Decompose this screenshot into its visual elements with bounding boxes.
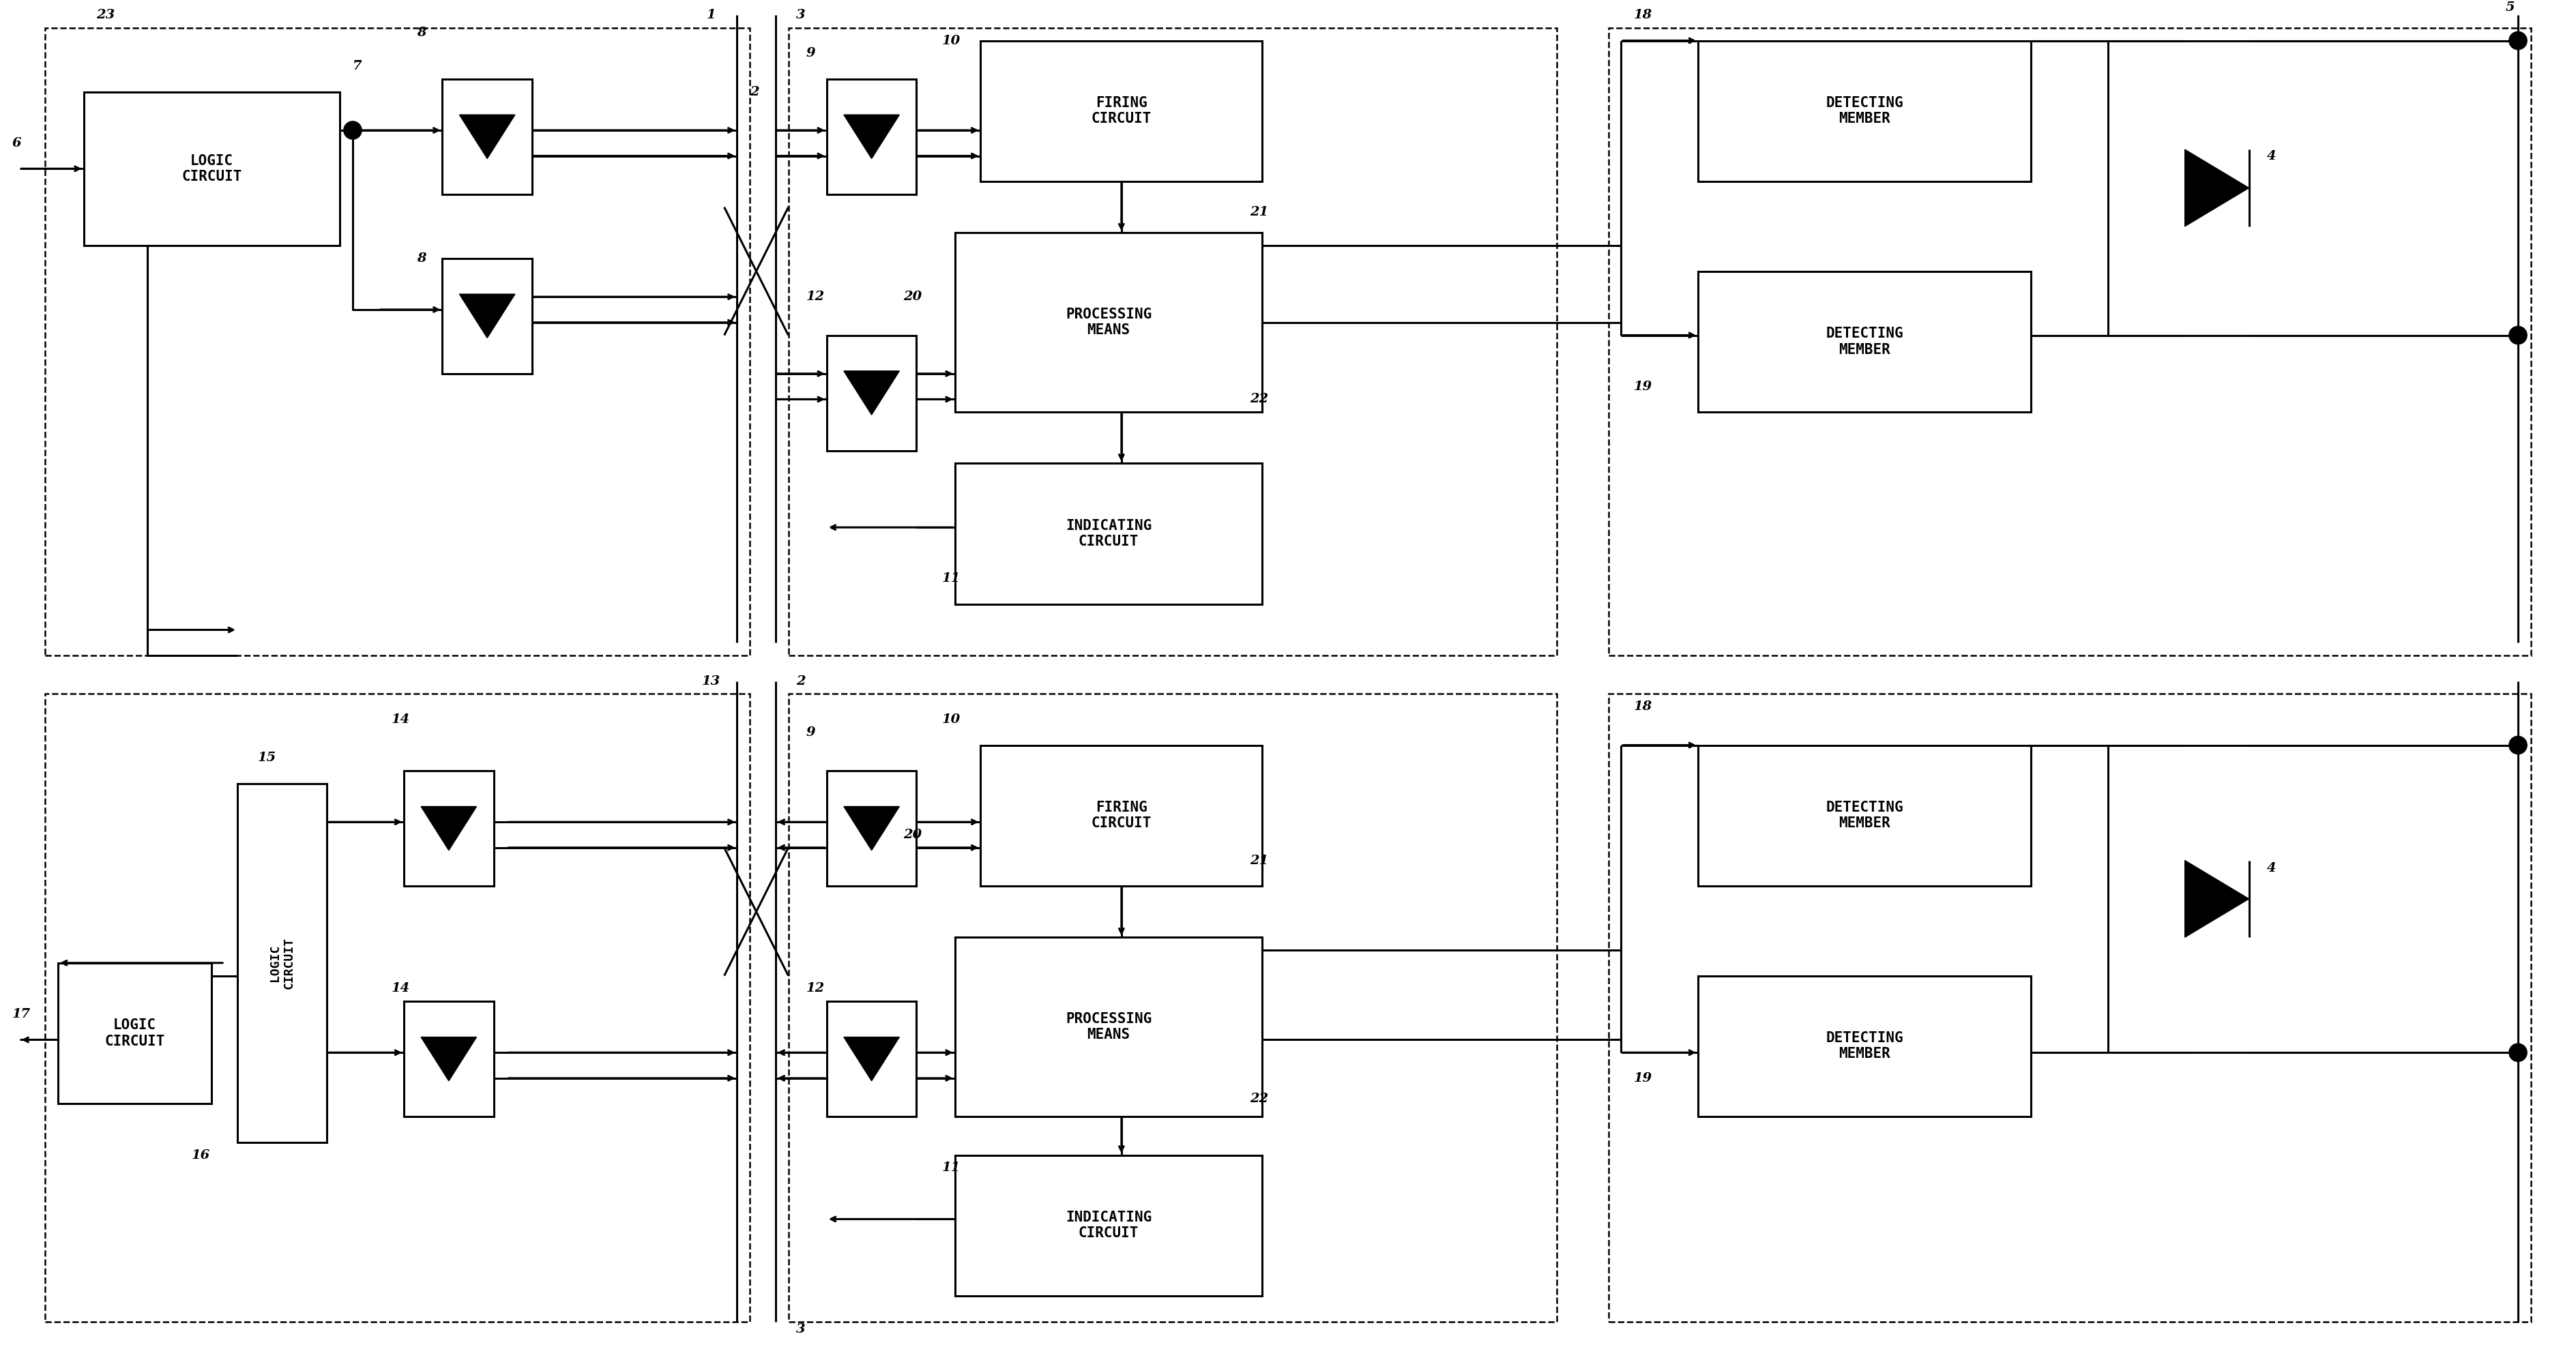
Text: 13: 13: [703, 675, 721, 687]
Text: FIRING
CIRCUIT: FIRING CIRCUIT: [1092, 97, 1151, 126]
Text: 11: 11: [943, 573, 961, 585]
Text: INDICATING
CIRCUIT: INDICATING CIRCUIT: [1066, 520, 1151, 548]
Text: 10: 10: [943, 34, 961, 46]
Text: 22: 22: [1249, 393, 1267, 405]
Bar: [827, 335, 917, 450]
Polygon shape: [459, 114, 515, 159]
Text: 3: 3: [796, 10, 806, 22]
Text: 14: 14: [392, 714, 410, 726]
Text: 7: 7: [353, 60, 363, 72]
Text: 11: 11: [943, 1161, 961, 1174]
Bar: [1698, 41, 2030, 181]
Text: 18: 18: [1633, 700, 1654, 713]
Circle shape: [2509, 31, 2527, 49]
Circle shape: [2509, 736, 2527, 753]
Bar: [788, 694, 1556, 1322]
Text: 5: 5: [2506, 1, 2514, 14]
Text: 17: 17: [13, 1008, 31, 1020]
Text: 6: 6: [13, 137, 21, 150]
Text: 12: 12: [806, 291, 824, 303]
Bar: [1607, 694, 2530, 1322]
Text: LOGIC
CIRCUIT: LOGIC CIRCUIT: [180, 154, 242, 184]
Text: 12: 12: [806, 982, 824, 994]
Text: 22: 22: [1249, 1092, 1267, 1104]
Bar: [956, 937, 1262, 1117]
Text: 4: 4: [2267, 862, 2277, 874]
Bar: [956, 233, 1262, 412]
Bar: [827, 771, 917, 887]
Text: 20: 20: [904, 291, 922, 303]
Bar: [1698, 745, 2030, 887]
Text: PROCESSING
MEANS: PROCESSING MEANS: [1066, 307, 1151, 337]
Text: LOGIC
CIRCUIT: LOGIC CIRCUIT: [268, 937, 296, 989]
Polygon shape: [845, 371, 899, 415]
Bar: [82, 92, 340, 246]
Text: 3: 3: [796, 1323, 806, 1336]
Bar: [46, 27, 750, 656]
Polygon shape: [420, 1038, 477, 1081]
Text: DETECTING
MEMBER: DETECTING MEMBER: [1826, 1031, 1904, 1061]
Polygon shape: [845, 806, 899, 850]
Bar: [1698, 271, 2030, 412]
Bar: [443, 79, 533, 194]
Text: 19: 19: [1633, 1072, 1654, 1084]
Text: DETECTING
MEMBER: DETECTING MEMBER: [1826, 97, 1904, 126]
Text: 15: 15: [258, 752, 276, 764]
Bar: [237, 783, 327, 1142]
Text: DETECTING
MEMBER: DETECTING MEMBER: [1826, 326, 1904, 356]
Text: 9: 9: [806, 48, 817, 60]
Text: 8: 8: [417, 252, 425, 264]
Text: 21: 21: [1249, 207, 1267, 219]
Text: 18: 18: [1633, 10, 1654, 22]
Text: FIRING
CIRCUIT: FIRING CIRCUIT: [1092, 801, 1151, 831]
Polygon shape: [2184, 861, 2249, 937]
Text: 23: 23: [95, 10, 116, 22]
Text: 10: 10: [943, 714, 961, 726]
Text: 20: 20: [904, 828, 922, 840]
Bar: [956, 1155, 1262, 1296]
Bar: [46, 694, 750, 1322]
Bar: [956, 464, 1262, 604]
Text: 14: 14: [392, 982, 410, 994]
Text: 2: 2: [796, 675, 806, 687]
Text: DETECTING
MEMBER: DETECTING MEMBER: [1826, 801, 1904, 831]
Text: 4: 4: [2267, 150, 2277, 162]
Bar: [827, 79, 917, 194]
Bar: [59, 963, 211, 1104]
Polygon shape: [420, 806, 477, 850]
Polygon shape: [2184, 150, 2249, 226]
Bar: [1698, 975, 2030, 1117]
Text: 2: 2: [750, 86, 760, 98]
Text: INDICATING
CIRCUIT: INDICATING CIRCUIT: [1066, 1210, 1151, 1240]
Text: PROCESSING
MEANS: PROCESSING MEANS: [1066, 1012, 1151, 1042]
Polygon shape: [845, 114, 899, 159]
Bar: [404, 771, 495, 887]
Circle shape: [2509, 1043, 2527, 1062]
Bar: [788, 27, 1556, 656]
Bar: [981, 745, 1262, 887]
Text: 16: 16: [191, 1149, 209, 1161]
Text: 19: 19: [1633, 381, 1654, 393]
Text: 1: 1: [706, 10, 716, 22]
Polygon shape: [845, 1038, 899, 1081]
Text: LOGIC
CIRCUIT: LOGIC CIRCUIT: [106, 1019, 165, 1049]
Bar: [443, 258, 533, 374]
Bar: [1607, 27, 2530, 656]
Text: 8: 8: [417, 27, 425, 39]
Circle shape: [2509, 326, 2527, 344]
Bar: [827, 1001, 917, 1117]
Text: 9: 9: [806, 726, 817, 738]
Polygon shape: [459, 294, 515, 337]
Bar: [404, 1001, 495, 1117]
Circle shape: [343, 121, 361, 139]
Text: 21: 21: [1249, 854, 1267, 866]
Bar: [981, 41, 1262, 181]
